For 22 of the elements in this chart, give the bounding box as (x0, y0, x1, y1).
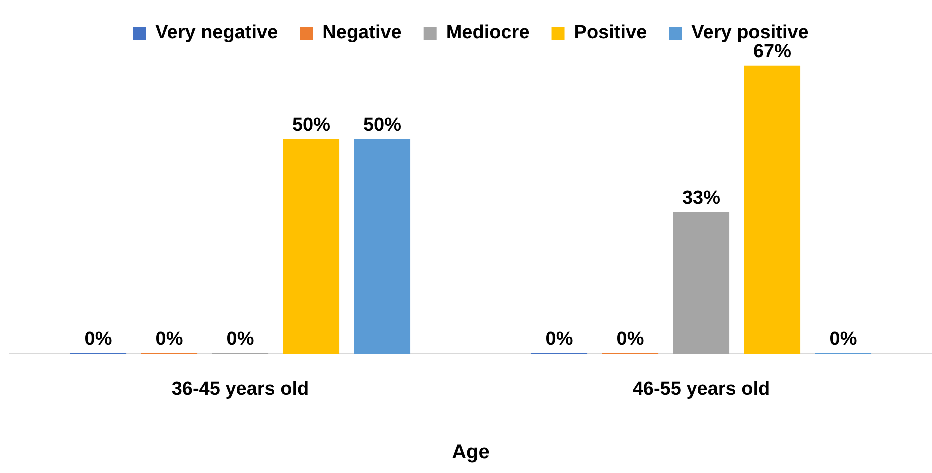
data-label: 67% (753, 42, 792, 63)
data-label: 50% (292, 114, 331, 136)
data-label: 0% (830, 328, 858, 350)
legend-label: Negative (322, 22, 402, 44)
x-tick-label: 36-45 years old (172, 378, 310, 400)
data-label: 0% (226, 328, 254, 350)
data-label: 0% (616, 328, 644, 350)
data-label: 0% (156, 328, 184, 350)
x-axis-title: Age (452, 442, 490, 464)
x-tick-label: 46-55 years old (632, 378, 770, 400)
bar (354, 139, 411, 354)
bar (744, 66, 801, 354)
data-label: 0% (84, 328, 112, 350)
data-label: 50% (363, 114, 402, 136)
legend-label: Positive (574, 22, 648, 44)
data-label: 0% (546, 328, 574, 350)
data-label: 33% (682, 188, 721, 209)
legend-label: Mediocre (446, 22, 530, 44)
legend-label: Very positive (692, 22, 809, 44)
bar (673, 212, 730, 354)
bar (283, 139, 340, 354)
legend-label: Very negative (156, 22, 278, 44)
